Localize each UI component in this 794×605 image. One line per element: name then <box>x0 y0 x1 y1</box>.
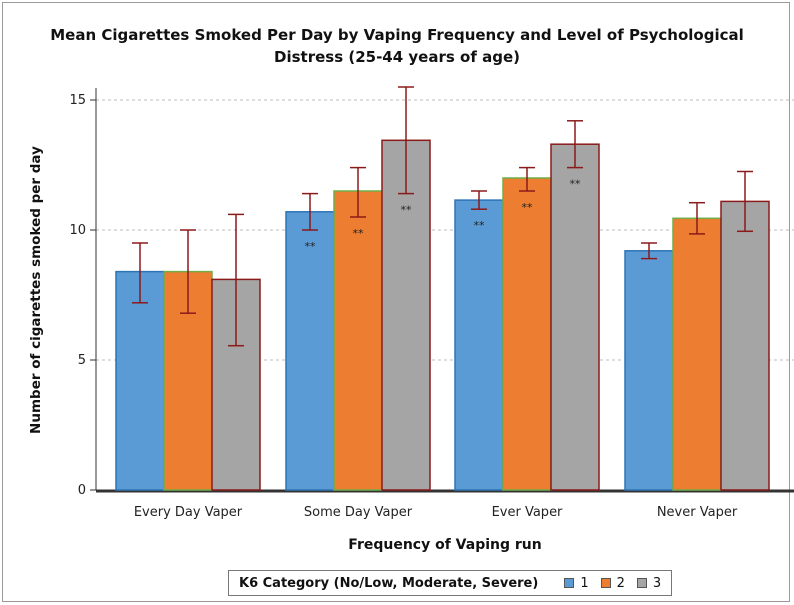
bar-1-0 <box>115 270 165 491</box>
legend-item-1: 1 <box>564 575 589 591</box>
bar-3-3 <box>720 200 770 491</box>
legend-label-3: 3 <box>652 575 662 591</box>
legend-swatch-2 <box>600 578 611 588</box>
legend-label-2: 2 <box>616 575 625 591</box>
bar-2-2 <box>502 177 552 491</box>
x-tick-label-2: Ever Vaper <box>492 505 563 520</box>
y-tick-label-3: 15 <box>69 93 86 108</box>
legend: K6 Category (No/Low, Moderate, Severe) 1… <box>228 570 673 596</box>
bar-1-3 <box>624 250 674 491</box>
bar-2-3 <box>672 217 722 491</box>
legend-item-2: 2 <box>600 575 625 591</box>
chart-title: Mean Cigarettes Smoked Per Day by Vaping… <box>50 26 744 66</box>
y-axis-label: Number of cigarettes smoked per day <box>28 146 44 434</box>
x-axis-label: Frequency of Vaping run <box>348 537 542 553</box>
significance-label-2-2: ** <box>522 201 534 214</box>
significance-label-1-2: ** <box>474 219 486 232</box>
legend-swatch-1 <box>564 578 575 588</box>
y-tick-label-2: 10 <box>69 223 86 238</box>
bar-1-1 <box>285 211 335 491</box>
x-tick-label-1: Some Day Vaper <box>304 505 413 520</box>
significance-label-3-2: ** <box>570 178 582 191</box>
x-tick-label-0: Every Day Vaper <box>134 505 243 520</box>
x-tick-label-3: Never Vaper <box>657 505 738 520</box>
y-tick-label-0: 0 <box>78 483 86 498</box>
y-tick-label-1: 5 <box>78 353 86 368</box>
bar-3-1 <box>381 139 431 491</box>
legend-label-1: 1 <box>580 575 589 591</box>
significance-label-2-1: ** <box>353 227 365 240</box>
significance-label-3-1: ** <box>401 204 413 217</box>
legend-item-3: 3 <box>636 575 662 591</box>
significance-label-1-1: ** <box>305 240 317 253</box>
bar-2-1 <box>333 190 383 491</box>
bar-1-2 <box>454 199 504 491</box>
legend-swatch-3 <box>636 578 647 588</box>
legend-title: K6 Category (No/Low, Moderate, Severe) <box>239 575 539 591</box>
bar-3-2 <box>550 143 600 491</box>
